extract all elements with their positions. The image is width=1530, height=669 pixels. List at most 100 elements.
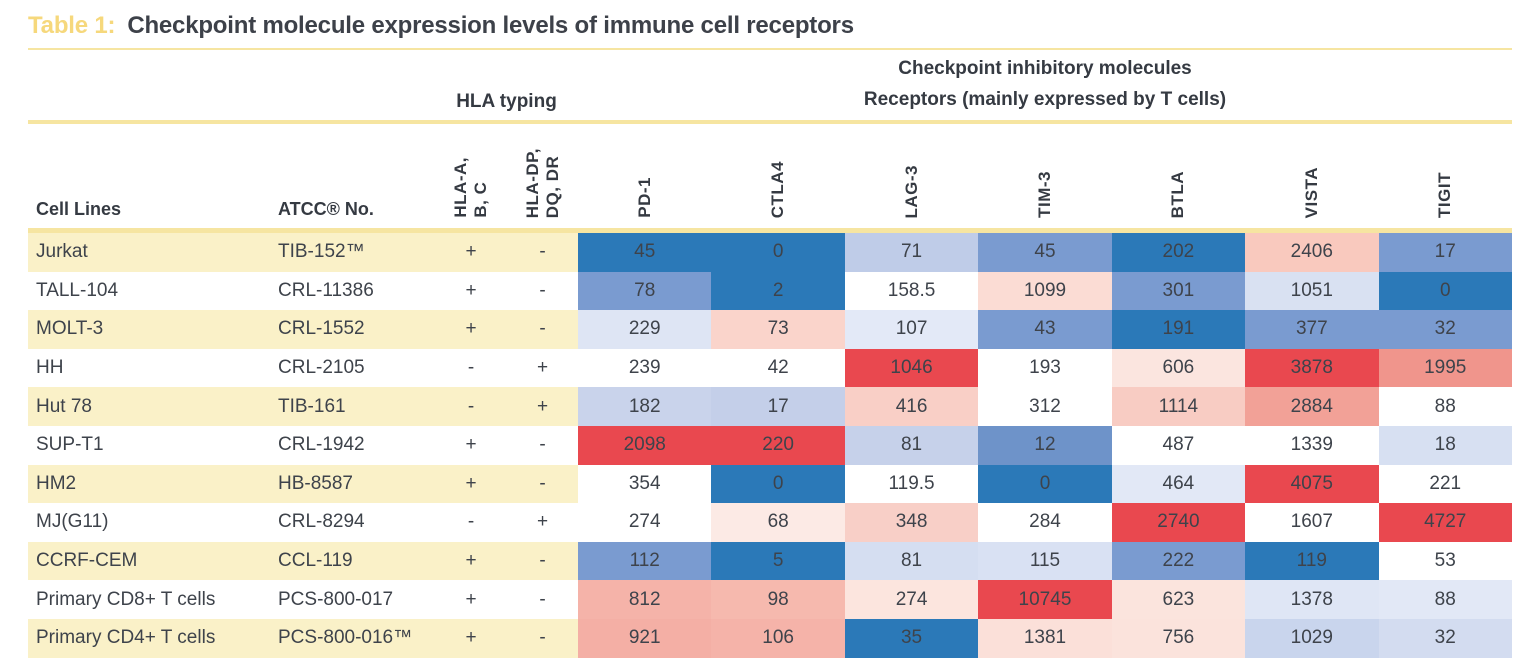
heat-cell: 4075 xyxy=(1245,464,1379,504)
hla-dp-dq-dr-value: - xyxy=(507,541,578,581)
column-header-cell-lines: Cell Lines xyxy=(36,199,122,219)
heat-cell: 17 xyxy=(1378,233,1512,272)
table-row: Primary CD4+ T cells PCS-800-016™ + - 92… xyxy=(28,618,1512,658)
heat-cell: 182 xyxy=(578,387,712,426)
heat-cell: 81 xyxy=(844,541,979,581)
heat-cell: 35 xyxy=(844,618,979,658)
hla-dp-dq-dr-value: + xyxy=(507,387,578,426)
table-title-text: Checkpoint molecule expression levels of… xyxy=(127,12,854,39)
heat-cell: 239 xyxy=(578,348,712,388)
heat-cell: 42 xyxy=(711,348,845,388)
hla-dp-dq-dr-value: + xyxy=(507,348,578,388)
heat-cell: 284 xyxy=(978,503,1112,542)
hla-dp-dq-dr-value: - xyxy=(507,618,578,658)
column-header-vista: VISTA xyxy=(1245,124,1378,228)
hla-dp-dq-dr-value: + xyxy=(507,503,578,542)
heat-cell: 158.5 xyxy=(844,271,979,311)
column-header-hla-abc-label: HLA-A, B, C xyxy=(451,157,490,218)
column-header-pd-1: PD-1 xyxy=(578,124,711,228)
heat-cell: 32 xyxy=(1378,310,1512,349)
table-row: SUP-T1 CRL-1942 + - 2098 220 81 12 487 1339 18 xyxy=(28,425,1512,465)
heat-cell: 416 xyxy=(844,387,979,426)
hla-dp-dq-dr-value: - xyxy=(507,310,578,349)
group-header-divider xyxy=(28,120,1512,124)
heat-cell: 229 xyxy=(578,310,712,349)
hla-abc-value: + xyxy=(435,271,507,311)
hla-abc-value: - xyxy=(435,348,507,388)
cell-line-name: CCRF-CEM xyxy=(28,541,270,581)
heat-cell: 98 xyxy=(711,580,845,619)
column-header-tim-3: TIM-3 xyxy=(978,124,1111,228)
heat-cell: 221 xyxy=(1378,464,1512,504)
atcc-number: TIB-161 xyxy=(270,387,435,426)
heat-cell: 348 xyxy=(844,503,979,542)
atcc-number: HB-8587 xyxy=(270,464,435,504)
hla-abc-value: + xyxy=(435,310,507,349)
group-header-row: HLA typing Checkpoint inhibitory molecul… xyxy=(28,50,1512,120)
cell-line-name: SUP-T1 xyxy=(28,425,270,465)
heat-cell: 0 xyxy=(711,233,845,272)
column-header-label: VISTA xyxy=(1301,166,1321,218)
heat-cell: 78 xyxy=(578,271,712,311)
hla-abc-value: + xyxy=(435,233,507,272)
table-row: HH CRL-2105 - + 239 42 1046 193 606 3878 1995 xyxy=(28,348,1512,388)
heat-cell: 43 xyxy=(978,310,1112,349)
atcc-number: CRL-1552 xyxy=(270,310,435,349)
hla-dp-dq-dr-value: - xyxy=(507,580,578,619)
heat-cell: 606 xyxy=(1111,348,1246,388)
heat-cell: 1114 xyxy=(1111,387,1246,426)
hla-abc-value: + xyxy=(435,618,507,658)
heat-cell: 107 xyxy=(844,310,979,349)
heat-cell: 1378 xyxy=(1245,580,1379,619)
group-header-checkpoint-receptors: Checkpoint inhibitory molecules Receptor… xyxy=(863,58,1227,110)
table-row: Hut 78 TIB-161 - + 182 17 416 312 1114 2884 88 xyxy=(28,387,1512,426)
hla-abc-value: + xyxy=(435,464,507,504)
heat-cell: 354 xyxy=(578,464,712,504)
hla-dp-dq-dr-value: - xyxy=(507,425,578,465)
heat-cell: 115 xyxy=(978,541,1112,581)
column-header-label: BTLA xyxy=(1168,170,1188,218)
hla-dp-dq-dr-value: - xyxy=(507,271,578,311)
heat-cell: 1046 xyxy=(844,348,979,388)
heat-cell: 222 xyxy=(1111,541,1246,581)
column-header-hla-abc: HLA-A, B, C xyxy=(435,124,507,228)
heat-cell: 10745 xyxy=(978,580,1112,619)
heat-cell: 220 xyxy=(711,425,845,465)
table-row: MJ(G11) CRL-8294 - + 274 68 348 284 2740 1607… xyxy=(28,503,1512,542)
column-header-ctla4: CTLA4 xyxy=(711,124,844,228)
heat-cell: 623 xyxy=(1111,580,1246,619)
heat-cell: 921 xyxy=(578,618,712,658)
heat-cell: 5 xyxy=(711,541,845,581)
cell-line-name: Jurkat xyxy=(28,233,270,272)
heat-cell: 53 xyxy=(1378,541,1512,581)
title-divider xyxy=(28,48,1512,50)
column-header-label: TIGIT xyxy=(1435,172,1455,218)
heat-cell: 312 xyxy=(978,387,1112,426)
hla-abc-value: + xyxy=(435,541,507,581)
column-header-atcc-no: ATCC® No. xyxy=(278,199,374,219)
heat-cell: 45 xyxy=(978,233,1112,272)
heat-cell: 1339 xyxy=(1245,425,1379,465)
heat-cell: 68 xyxy=(711,503,845,542)
column-header-hla-dp-dq-dr-label: HLA-DP, DQ, DR xyxy=(522,147,562,218)
hla-dp-dq-dr-value: - xyxy=(507,233,578,272)
heat-cell: 2098 xyxy=(578,425,712,465)
heat-cell: 812 xyxy=(578,580,712,619)
heat-cell: 1051 xyxy=(1245,271,1379,311)
heat-cell: 12 xyxy=(978,425,1112,465)
heat-cell: 0 xyxy=(978,464,1112,504)
heat-cell: 73 xyxy=(711,310,845,349)
table-row: HM2 HB-8587 + - 354 0 119.5 0 464 4075 221 xyxy=(28,464,1512,504)
heat-cell: 17 xyxy=(711,387,845,426)
heat-cell: 2406 xyxy=(1245,233,1379,272)
group-header-hla-typing: HLA typing xyxy=(456,91,557,112)
table-row: Primary CD8+ T cells PCS-800-017 + - 812… xyxy=(28,580,1512,619)
heat-cell: 81 xyxy=(844,425,979,465)
column-header-row: Cell Lines ATCC® No. HLA-A, B, C HLA-DP,… xyxy=(28,124,1512,228)
heat-cell: 301 xyxy=(1111,271,1246,311)
heat-cell: 377 xyxy=(1245,310,1379,349)
heat-cell: 71 xyxy=(844,233,979,272)
column-header-tigit: TIGIT xyxy=(1379,124,1512,228)
heat-cell: 45 xyxy=(578,233,712,272)
hla-abc-value: + xyxy=(435,580,507,619)
